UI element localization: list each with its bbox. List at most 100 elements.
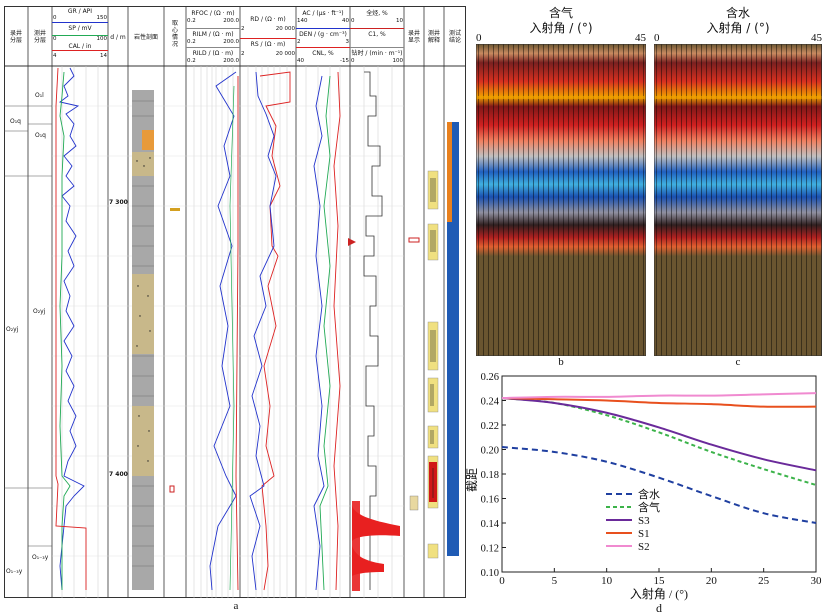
gather-panel-water: 含水 入射角 / (°) 0 45 c	[654, 4, 822, 374]
coring-mark	[170, 208, 180, 211]
track2-curve1-name: RFOC / (Ω · m)	[191, 10, 235, 17]
test-conclusion-bar	[447, 122, 459, 556]
track2-curve1-min: 0.2	[187, 18, 196, 24]
track5-curve1-max: 10	[396, 18, 403, 24]
x-axis-label: 入射角 / (°)	[630, 586, 688, 601]
plot-frame	[501, 375, 817, 573]
track3-header: RD / (Ω · m) 2 20 000 RS / (Ω · m) 2 20 …	[240, 16, 296, 61]
legend-label-含水: 含水	[638, 487, 660, 501]
track4-curve1-max: 40	[342, 18, 349, 24]
gather-water-title: 含水	[725, 6, 750, 20]
track4-curve3-name: CNL, %	[312, 50, 334, 57]
header-coring: 取 心 情 况	[171, 20, 178, 48]
track5-curve3-name: 钻时 / (min · m⁻¹)	[351, 50, 403, 57]
well-log-panel: 录井 分层 测井 分层 d / m 岩性剖面 取 心 情 况 录井 显示 测井 …	[4, 6, 466, 598]
track1-curve3-name: CAL / in	[68, 43, 92, 50]
lithology-column	[132, 90, 154, 590]
series-line-S1	[501, 397, 817, 408]
track5-curve1-name: 全烃, %	[366, 10, 388, 17]
x-tick-label: 30	[811, 575, 823, 587]
y-tick-label: 0.16	[481, 495, 499, 506]
series-line-含气	[501, 397, 817, 486]
gather-gas-min: 0	[476, 32, 482, 44]
gather-water-axis-label: 入射角 / (°)	[706, 21, 770, 35]
coring-mark-2	[169, 485, 175, 493]
caption-c: c	[735, 356, 741, 368]
gather-gas-title: 含气	[548, 6, 573, 20]
series-line-S2	[501, 392, 817, 400]
header-strat-log: 测井 分层	[33, 30, 46, 44]
track2-curve2-min: 0.2	[187, 39, 196, 45]
depth-7300: 7 300	[109, 199, 128, 206]
track2-curve3-name: RILD / (Ω · m)	[192, 50, 234, 57]
track5-curve3-min: 0	[351, 58, 355, 64]
track1-header: GR / API 0 150 SP / mV CAL / in 0 100 4 …	[52, 8, 108, 61]
well-log-frame	[4, 6, 466, 598]
track2-curve1-max: 200.0	[223, 18, 239, 24]
track4-curve2-name: DEN / (g · cm⁻³)	[299, 31, 347, 38]
caption-a: a	[233, 600, 239, 612]
track1-curve4-min: 4	[53, 53, 57, 59]
track1-curve1-max: 150	[96, 15, 108, 21]
strata-o1q-log: O₁q	[35, 132, 46, 139]
strata-o1l: O₁l	[35, 92, 44, 99]
track4-curve3-max: -15	[340, 58, 349, 64]
legend-label-S2: S2	[638, 541, 650, 553]
header-interpretation: 测井 解释	[427, 30, 440, 44]
y-tick-label: 0.14	[481, 519, 500, 530]
legend-label-S1: S1	[638, 528, 650, 540]
track1-curve4-max: 14	[100, 53, 107, 59]
strata-o1q-mudlog: O₁q	[10, 118, 21, 125]
gather-water-min: 0	[654, 32, 660, 44]
track1-curve3-max: 100	[96, 36, 108, 42]
strata-o1-3y-log: O₁₋₃y	[32, 554, 49, 561]
track2-header: RFOC / (Ω · m) 0.2 200.0 RILM / (Ω · m) …	[186, 10, 240, 66]
track5-curve3-max: 100	[392, 58, 404, 64]
caption-b: b	[558, 356, 564, 368]
gather-gas-max: 45	[635, 32, 646, 44]
x-tick-label: 10	[601, 575, 613, 587]
track3-curve2-min: 2	[241, 51, 245, 57]
y-axis-label: 截距	[466, 468, 479, 492]
series-line-S3	[501, 397, 817, 472]
gather-panel-gas: 含气 入射角 / (°) 0 45 b	[476, 4, 646, 374]
track4-curve2-min: 2	[297, 39, 301, 45]
track3-curve1-min: 2	[241, 26, 245, 32]
header-strat-mudlog: 录井 分层	[9, 30, 22, 44]
track1-curve3-min: 0	[53, 36, 57, 42]
track1-curve2-name: SP / mV	[68, 25, 92, 32]
gather-water-image	[654, 44, 822, 356]
depth-7400: 7 400	[109, 471, 128, 478]
track4-curve1-min: 140	[297, 18, 308, 24]
track3-curve1-max: 20 000	[275, 26, 295, 32]
track5-header: 全烃, % 0 10 C1, % 钻时 / (min · m⁻¹) 0 100	[350, 10, 404, 66]
y-tick-label: 0.22	[481, 421, 499, 432]
track4-header: AC / (μs · ft⁻¹) 140 40 DEN / (g · cm⁻³)…	[296, 10, 350, 66]
y-tick-label: 0.12	[481, 544, 499, 555]
header-test: 测试 结论	[448, 30, 461, 44]
y-tick-label: 0.20	[481, 446, 499, 457]
strata-o1-3y-mudlog: O₁₋₃y	[6, 568, 23, 575]
x-tick-label: 15	[654, 575, 666, 587]
x-tick-label: 5	[552, 575, 558, 587]
y-tick-label: 0.26	[481, 372, 499, 383]
x-tick-label: 25	[758, 575, 770, 587]
header-mud-show: 录井 显示	[407, 30, 420, 44]
legend-label-S3: S3	[638, 515, 650, 527]
track5-curve2-name: C1, %	[368, 31, 386, 38]
series-line-含水	[501, 446, 817, 524]
strata-o2yj-log: O₂yj	[33, 308, 46, 315]
intercept-chart: 0 5 10 15 20 25 30 0.10 0.12 0.14 0.16 0.18 0.20 0.22…	[466, 372, 823, 615]
gather-water-max: 45	[811, 32, 822, 44]
strata-o2yj-mudlog: O₂yj	[6, 326, 19, 333]
track3-curve2-name: RS / (Ω · m)	[250, 41, 286, 48]
track4-curve2-max: 3	[345, 39, 350, 45]
legend-label-含气: 含气	[638, 500, 660, 514]
track2-curve2-name: RILM / (Ω · m)	[192, 31, 234, 38]
y-tick-label: 0.24	[481, 397, 500, 408]
x-tick-label: 20	[706, 575, 718, 587]
gather-gas-axis-label: 入射角 / (°)	[529, 21, 593, 35]
caption-d: d	[656, 601, 662, 615]
track3-curve2-max: 20 000	[275, 51, 295, 57]
gather-gas-image	[476, 44, 646, 356]
